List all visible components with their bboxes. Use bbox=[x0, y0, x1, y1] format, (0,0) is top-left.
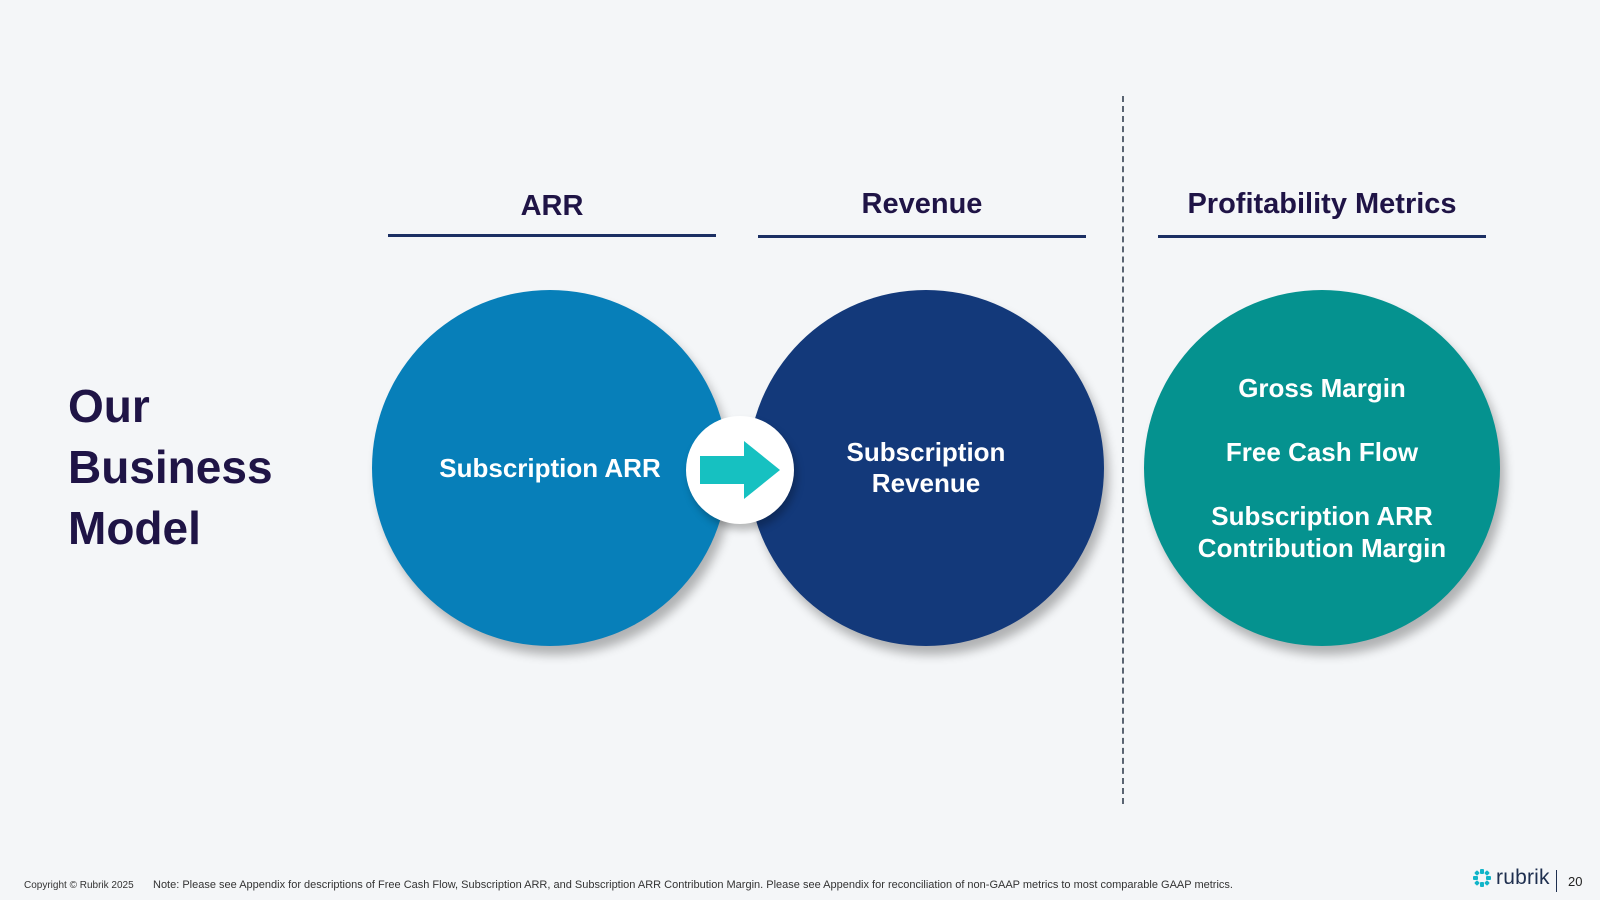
arr-header: ARR bbox=[520, 190, 584, 222]
revenue-header-rule bbox=[758, 235, 1086, 238]
copyright-text: Copyright © Rubrik 2025 bbox=[24, 880, 134, 891]
rubrik-wordmark: rubrik bbox=[1496, 866, 1550, 889]
profitability-header: Profitability Metrics bbox=[1187, 188, 1457, 220]
subscription-revenue-circle: Subscription Revenue bbox=[748, 290, 1104, 646]
rubrik-logo-icon bbox=[1473, 869, 1491, 887]
subscription-arr-label: Subscription ARR bbox=[439, 452, 661, 483]
arrow-connector bbox=[686, 416, 794, 524]
section-divider bbox=[1122, 96, 1124, 804]
rubrik-logo: rubrik bbox=[1472, 866, 1550, 890]
footer-separator bbox=[1556, 870, 1557, 892]
gross-margin-label: Gross Margin bbox=[1238, 373, 1406, 403]
subscription-arr-circle: Subscription ARR bbox=[372, 290, 728, 646]
profitability-header-rule bbox=[1158, 235, 1486, 238]
revenue-header: Revenue bbox=[861, 188, 983, 220]
arrow-right-icon bbox=[700, 441, 780, 499]
profitability-metrics-circle: Gross Margin Free Cash Flow Subscription… bbox=[1144, 290, 1500, 646]
subscription-arr-contribution-margin-label: Subscription ARR Contribution Margin bbox=[1197, 501, 1447, 563]
free-cash-flow-label: Free Cash Flow bbox=[1225, 437, 1419, 467]
arr-header-rule bbox=[388, 234, 716, 237]
footnote-text: Note: Please see Appendix for descriptio… bbox=[153, 879, 1233, 891]
page-number: 20 bbox=[1568, 874, 1583, 889]
slide-title: Our Business Model bbox=[68, 380, 273, 554]
subscription-revenue-label: Subscription Revenue bbox=[846, 437, 1006, 498]
